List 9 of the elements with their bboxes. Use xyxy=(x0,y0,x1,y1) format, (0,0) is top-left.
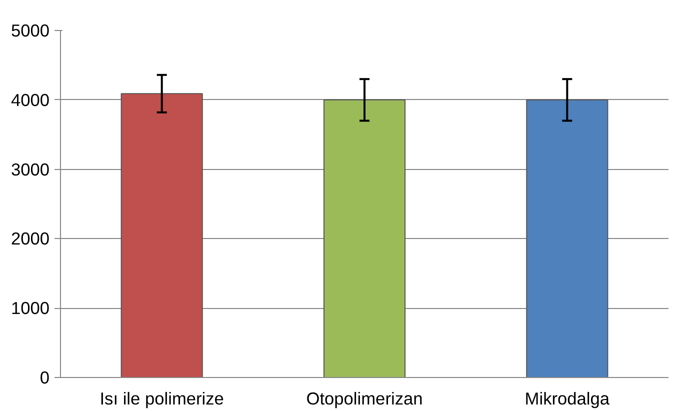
y-tick-label: 5000 xyxy=(10,20,50,40)
y-tick-label: 1000 xyxy=(10,298,50,318)
x-tick-label: Isı ile polimerize xyxy=(100,388,224,408)
y-tick-label: 0 xyxy=(40,368,50,388)
x-tick-label: Mikrodalga xyxy=(524,388,610,408)
y-tick-label: 3000 xyxy=(10,159,50,180)
y-tick-label: 4000 xyxy=(10,90,50,110)
x-tick-label: Otopolimerizan xyxy=(306,388,423,408)
y-tick-label: 2000 xyxy=(10,228,50,249)
